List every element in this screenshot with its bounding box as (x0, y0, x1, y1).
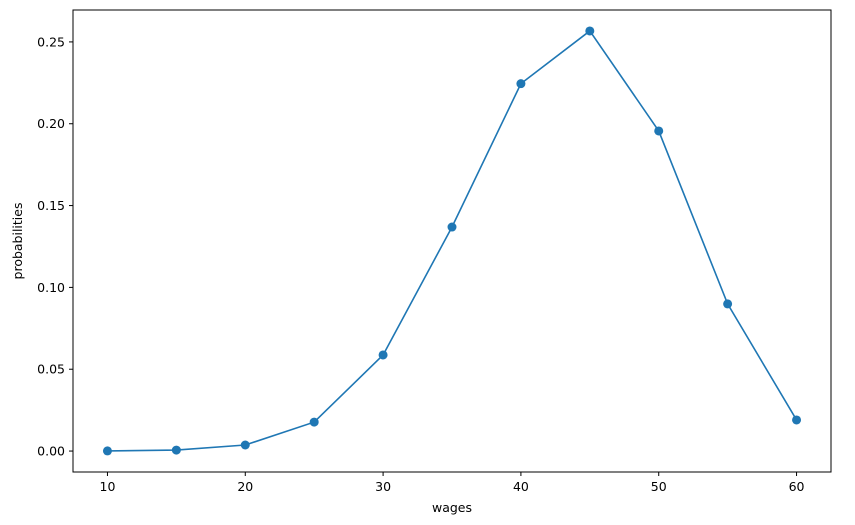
y-axis-label: probabilities (10, 203, 25, 280)
y-tick-label: 0.05 (37, 362, 65, 377)
x-tick-label: 20 (237, 479, 253, 494)
data-point (516, 79, 526, 89)
x-tick-label: 60 (789, 479, 805, 494)
data-point (585, 26, 595, 36)
y-tick-label: 0.15 (37, 198, 65, 213)
x-axis-label: wages (432, 500, 472, 515)
plot-area (72, 9, 832, 473)
y-tick-label: 0.25 (37, 34, 65, 49)
y-tick-label: 0.20 (37, 116, 65, 131)
data-point (102, 446, 112, 456)
data-point (240, 440, 250, 450)
y-tick-label: 0.00 (37, 444, 65, 459)
data-point (723, 299, 733, 309)
data-point (378, 350, 388, 360)
y-tick-label: 0.10 (37, 280, 65, 295)
data-point (309, 417, 319, 427)
data-point (654, 126, 664, 136)
x-tick-label: 30 (375, 479, 391, 494)
x-tick-label: 40 (513, 479, 529, 494)
x-tick-label: 50 (651, 479, 667, 494)
data-point (447, 222, 457, 232)
data-point (792, 415, 802, 425)
data-point (171, 445, 181, 455)
x-tick-label: 10 (100, 479, 116, 494)
